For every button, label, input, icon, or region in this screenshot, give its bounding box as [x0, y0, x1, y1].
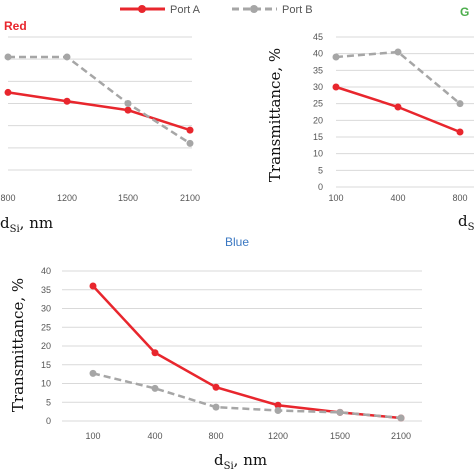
- x-tick-label: 800: [0, 193, 15, 203]
- y-tick-label: 15: [41, 360, 51, 370]
- y-tick-label: 30: [313, 82, 323, 92]
- chart-red-title: Red: [4, 19, 27, 33]
- chart-blue-title: Blue: [225, 235, 249, 249]
- y-tick-label: 40: [41, 266, 51, 276]
- chart-green-xlabel: dSi: [458, 212, 474, 233]
- chart-red-panel: Red dSi, nm 800120015002100Transmittance…: [0, 19, 200, 235]
- x-tick-label: 1200: [268, 431, 288, 441]
- data-point-port-b: [397, 414, 405, 422]
- data-point-port-b: [151, 384, 159, 392]
- legend: Port A Port B: [120, 4, 313, 16]
- legend-port-a-marker: [138, 5, 146, 13]
- data-point-port-b: [456, 100, 464, 108]
- series-line-port-a: [7, 91, 191, 132]
- y-tick-label: 20: [313, 115, 323, 125]
- data-point-port-b: [124, 100, 132, 107]
- y-tick-label: 25: [41, 322, 51, 332]
- data-point-port-b: [336, 408, 344, 416]
- chart-blue-panel: Blue Transmittance, % dSi, nm 0 5 10 15 20 25…: [9, 235, 422, 472]
- data-point-port-a: [456, 128, 464, 136]
- data-point-port-a: [151, 349, 159, 357]
- data-point-port-a: [186, 126, 194, 134]
- data-point-port-b: [394, 48, 402, 56]
- series-line-port-b: [8, 55, 191, 145]
- x-tick-label: 2100: [391, 431, 411, 441]
- x-tick-label: 2100: [180, 193, 200, 203]
- x-tick-label: 800: [452, 193, 467, 203]
- chart-green-ylabel: Transmittance, %: [266, 48, 284, 182]
- data-point-port-a: [89, 282, 97, 290]
- data-point-port-b: [274, 407, 282, 414]
- x-tick-label: 400: [147, 431, 162, 441]
- y-tick-label: 0: [318, 182, 323, 192]
- y-tick-label: 45: [313, 32, 323, 42]
- data-point-port-b: [63, 53, 71, 61]
- y-tick-label: 5: [318, 165, 323, 175]
- data-point-port-a: [332, 83, 340, 91]
- data-point-port-a: [394, 103, 402, 111]
- y-tick-label: 35: [41, 285, 51, 295]
- series-line-port-b: [335, 50, 461, 105]
- y-tick-label: 30: [41, 304, 51, 314]
- legend-port-a-label: Port A: [170, 4, 201, 16]
- y-tick-label: 15: [313, 132, 323, 142]
- data-point-port-a: [124, 106, 132, 114]
- y-tick-label: 10: [41, 379, 51, 389]
- x-tick-label: 1500: [118, 193, 138, 203]
- data-point-port-b: [332, 53, 340, 61]
- chart-green-panel: G Transmittance, % dSi 0 5 10 15 20 25 30 35 40 4…: [266, 5, 474, 233]
- legend-port-b-marker: [250, 5, 258, 13]
- legend-port-b-label: Port B: [282, 4, 313, 16]
- data-point-port-b: [4, 53, 12, 61]
- x-tick-label: 100: [328, 193, 343, 203]
- y-tick-label: 0: [46, 416, 51, 426]
- y-tick-label: 40: [313, 49, 323, 59]
- series-line-port-a: [92, 285, 402, 420]
- data-point-port-a: [4, 88, 12, 96]
- chart-green-title: G: [460, 5, 469, 19]
- y-tick-label: 25: [313, 99, 323, 109]
- x-tick-label: 1200: [57, 193, 77, 203]
- chart-blue-xlabel: dSi, nm: [214, 451, 267, 472]
- data-point-port-b: [212, 403, 220, 411]
- data-point-port-b: [89, 369, 97, 377]
- data-point-port-a: [274, 401, 282, 409]
- data-point-port-a: [63, 97, 71, 105]
- y-tick-label: 35: [313, 65, 323, 75]
- x-tick-label: 800: [208, 431, 223, 441]
- x-tick-label: 100: [85, 431, 100, 441]
- x-tick-label: 400: [390, 193, 405, 203]
- y-tick-label: 5: [46, 397, 51, 407]
- y-tick-label: 20: [41, 341, 51, 351]
- data-point-port-a: [212, 383, 220, 391]
- chart-red-xlabel: dSi, nm: [0, 214, 53, 235]
- chart-blue-ylabel: Transmittance, %: [9, 278, 27, 412]
- series-line-port-b: [92, 372, 402, 420]
- data-point-port-b: [186, 139, 194, 147]
- y-tick-label: 10: [313, 149, 323, 159]
- x-tick-label: 1500: [330, 431, 350, 441]
